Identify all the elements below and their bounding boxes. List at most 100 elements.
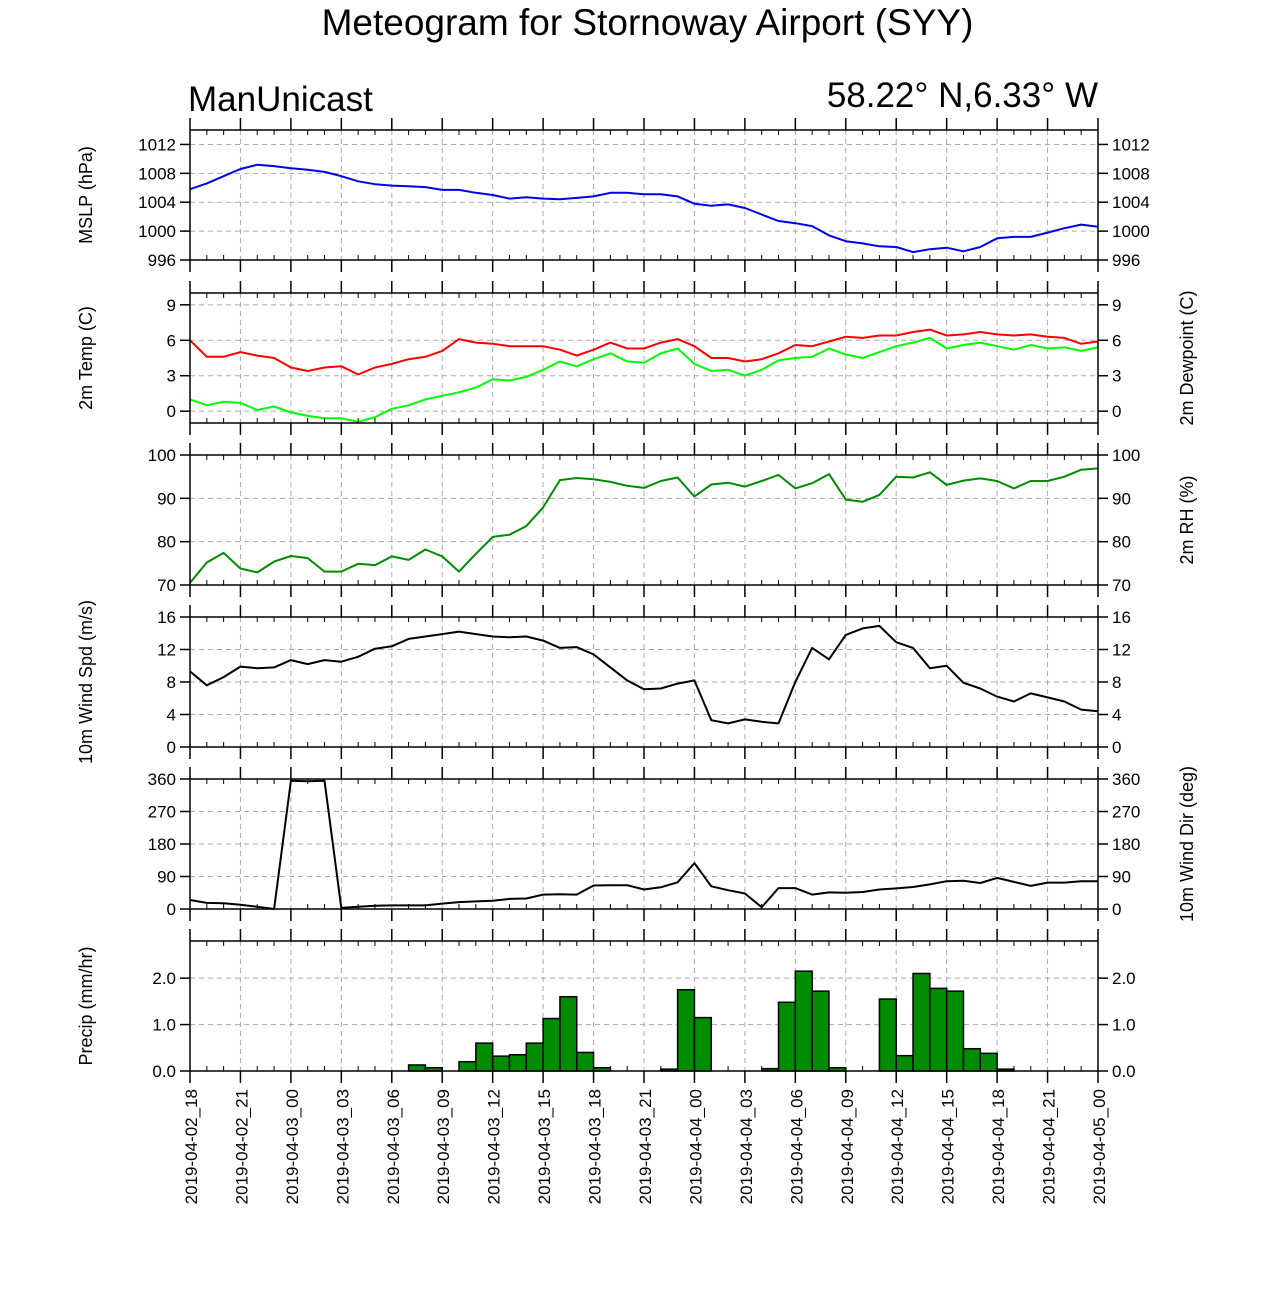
- series-line-wind: [189, 624, 1099, 725]
- y-tick-label-left: 1000: [138, 222, 176, 241]
- precip-bar: [559, 995, 578, 1072]
- y-tick-label-right: 1.0: [1112, 1016, 1136, 1035]
- y-tick-label-left: 1008: [138, 164, 176, 183]
- series-line-temp: [189, 328, 1099, 376]
- y-tick-label-left: 90: [157, 868, 176, 887]
- location-label: 58.22° N,6.33° W: [826, 76, 1098, 115]
- y-tick-label-left: 9: [167, 296, 176, 315]
- y-tick-label-right: 16: [1112, 608, 1131, 627]
- precip-bar: [491, 1055, 511, 1072]
- x-tick-label: 2019-04-04_09: [838, 1089, 857, 1204]
- precip-bar: [929, 987, 948, 1072]
- y-axis-title-right: 2m RH (%): [1177, 476, 1197, 565]
- x-tick-label: 2019-04-03_00: [283, 1089, 302, 1204]
- x-tick-label: 2019-04-03_09: [434, 1089, 453, 1204]
- y-tick-label-left: 12: [157, 641, 176, 660]
- x-tick-label: 2019-04-04_03: [737, 1089, 756, 1204]
- precip-bar: [777, 1001, 797, 1072]
- y-tick-label-left: 2.0: [152, 969, 176, 988]
- series-line-wind: [189, 779, 1098, 910]
- precip-bar: [676, 989, 696, 1072]
- precip-bar: [693, 1016, 713, 1072]
- y-axis-title-right: 10m Wind Dir (deg): [1177, 766, 1197, 922]
- panel-rh: 70 70 80 80 90 90 100 100 2m RH (%): [148, 443, 1197, 597]
- x-tick-label: 2019-04-03_03: [333, 1089, 352, 1204]
- y-tick-label-right: 4: [1112, 706, 1121, 725]
- precip-bar: [912, 972, 931, 1072]
- y-tick-label-left: 270: [148, 803, 176, 822]
- x-tick-label: 2019-04-03_06: [384, 1089, 403, 1204]
- x-tick-label: 2019-04-04_21: [1040, 1089, 1059, 1204]
- y-tick-label-left: 996: [148, 251, 176, 270]
- model-label: ManUnicast: [188, 80, 373, 119]
- y-tick-label-left: 3: [167, 367, 176, 386]
- x-tick-label: 2019-04-04_12: [888, 1089, 907, 1204]
- y-tick-label-left: 16: [157, 608, 176, 627]
- y-tick-label-right: 100: [1112, 446, 1140, 465]
- x-tick-label: 2019-04-02_18: [182, 1089, 201, 1204]
- y-tick-label-right: 90: [1112, 868, 1131, 887]
- y-tick-label-right: 0: [1112, 900, 1121, 919]
- y-tick-label-right: 12: [1112, 641, 1131, 660]
- series-line-mslp: [189, 163, 1099, 254]
- y-tick-label-left: 90: [157, 489, 176, 508]
- x-tick-label: 2019-04-02_21: [232, 1089, 251, 1204]
- y-axis-title-left: MSLP (hPa): [76, 146, 96, 244]
- panel-mslp: 996 996 1000 1000 1004 1004 1008 1008 1012 1012 MS…: [76, 118, 1150, 272]
- series-line-rh: [189, 467, 1099, 584]
- precip-bar: [458, 1060, 477, 1072]
- x-tick-label: 2019-04-03_21: [636, 1089, 655, 1204]
- precip-bar: [878, 998, 897, 1072]
- y-tick-label-left: 6: [167, 331, 176, 350]
- precip-bar: [525, 1042, 544, 1072]
- y-tick-label-right: 180: [1112, 835, 1140, 854]
- y-tick-label-right: 0: [1112, 738, 1121, 757]
- x-tick-label: 2019-04-04_00: [686, 1089, 705, 1204]
- precip-bar: [542, 1017, 561, 1072]
- y-tick-label-left: 100: [148, 446, 176, 465]
- y-axis-title-right: 2m Dewpoint (C): [1177, 290, 1197, 425]
- precip-bar: [794, 970, 813, 1072]
- panel-temp: 0 0 3 3 6 6 9 9 2m Temp (C) 2m Dewpoint (C): [76, 281, 1197, 435]
- y-axis-title-left: Precip (mm/hr): [76, 946, 96, 1065]
- y-tick-label-left: 1004: [138, 193, 176, 212]
- precip-bar: [407, 1064, 427, 1072]
- precip-bar: [508, 1054, 528, 1072]
- y-tick-label-right: 360: [1112, 770, 1140, 789]
- page-title: Meteogram for Stornoway Airport (SYY): [321, 2, 974, 43]
- y-tick-label-right: 1004: [1112, 193, 1150, 212]
- x-tick-label: 2019-04-03_12: [485, 1089, 504, 1204]
- y-tick-label-right: 1000: [1112, 222, 1150, 241]
- y-tick-label-right: 0.0: [1112, 1062, 1136, 1081]
- y-tick-label-right: 9: [1112, 296, 1121, 315]
- y-tick-label-left: 360: [148, 770, 176, 789]
- precip-bar: [945, 990, 965, 1072]
- panel-wind: 0 0 4 4 8 8 12 12 16 16 10m Wind Spd (m/s): [76, 600, 1131, 764]
- y-tick-label-left: 0: [167, 738, 176, 757]
- precip-bar: [962, 1047, 982, 1072]
- x-tick-label: 2019-04-04_18: [989, 1089, 1008, 1204]
- y-tick-label-right: 270: [1112, 803, 1140, 822]
- y-tick-label-right: 80: [1112, 533, 1131, 552]
- y-tick-label-left: 4: [167, 706, 176, 725]
- y-tick-label-left: 8: [167, 673, 176, 692]
- y-tick-label-left: 0: [167, 402, 176, 421]
- precip-bar: [575, 1051, 595, 1072]
- precip-bar: [895, 1054, 914, 1072]
- series-line-dewpoint: [189, 336, 1099, 423]
- precip-bar: [979, 1052, 998, 1072]
- y-tick-label-left: 1012: [138, 135, 176, 154]
- x-tick-label: 2019-04-03_18: [586, 1089, 605, 1204]
- y-tick-label-right: 1012: [1112, 135, 1150, 154]
- y-tick-label-left: 0: [167, 900, 176, 919]
- panel-winddir: 0 0 90 90 180 180 270 270 360 360 10m Wind Dir (de…: [148, 766, 1197, 922]
- y-tick-label-right: 3: [1112, 367, 1121, 386]
- y-tick-label-left: 0.0: [152, 1062, 176, 1081]
- y-axis-title-left: 10m Wind Spd (m/s): [76, 600, 96, 764]
- x-tick-label: 2019-04-05_00: [1090, 1089, 1109, 1204]
- y-tick-label-right: 90: [1112, 489, 1131, 508]
- y-tick-label-left: 1.0: [152, 1016, 176, 1035]
- y-axis-title-left: 2m Temp (C): [76, 306, 96, 410]
- x-tick-label: 2019-04-04_06: [787, 1089, 806, 1204]
